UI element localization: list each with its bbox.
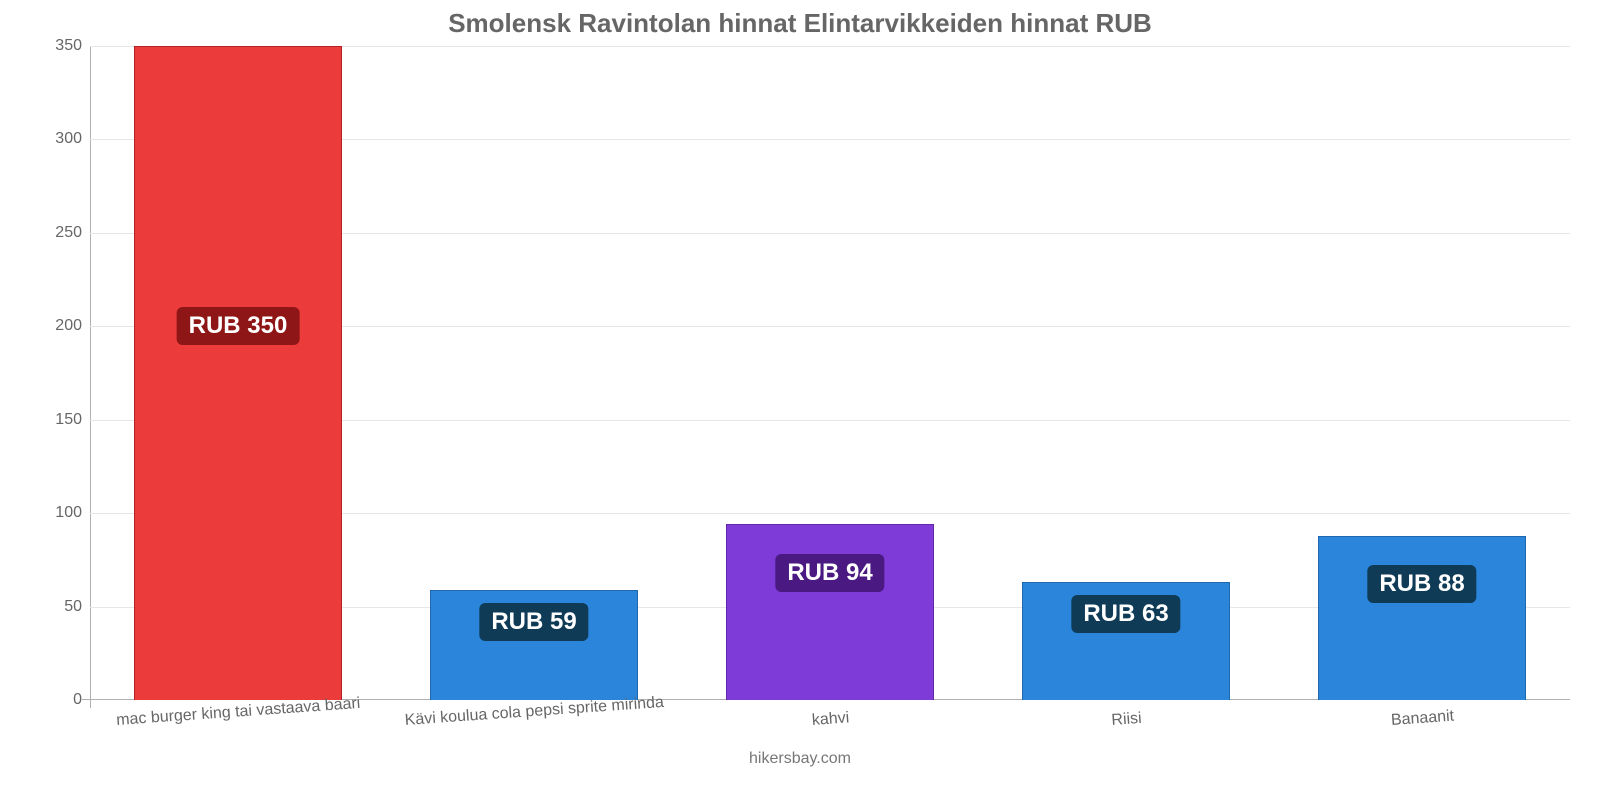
- credit-text: hikersbay.com: [0, 750, 1600, 768]
- chart-container: Smolensk Ravintolan hinnat Elintarvikkei…: [0, 0, 1600, 800]
- x-tick-label: kahvi: [811, 709, 850, 730]
- bar: [134, 46, 341, 700]
- bar: [1318, 536, 1525, 700]
- x-tick-label: Riisi: [1111, 710, 1142, 730]
- chart-title: Smolensk Ravintolan hinnat Elintarvikkei…: [0, 8, 1600, 39]
- y-tick-label: 300: [30, 130, 82, 148]
- y-tick-label: 250: [30, 224, 82, 242]
- y-axis-line: [90, 46, 91, 708]
- bar-value-label: RUB 88: [1367, 565, 1476, 603]
- plot-area: 050100150200250300350RUB 350mac burger k…: [90, 46, 1570, 700]
- x-tick-label: Banaanit: [1390, 708, 1454, 730]
- y-tick-label: 50: [30, 598, 82, 616]
- y-tick-label: 150: [30, 411, 82, 429]
- x-tick-label: mac burger king tai vastaava baari: [116, 695, 361, 730]
- bar-value-label: RUB 350: [177, 307, 300, 345]
- bar-value-label: RUB 59: [479, 603, 588, 641]
- bar-value-label: RUB 94: [775, 554, 884, 592]
- bar: [726, 524, 933, 700]
- bar-value-label: RUB 63: [1071, 595, 1180, 633]
- y-tick-label: 100: [30, 504, 82, 522]
- y-tick-label: 200: [30, 317, 82, 335]
- y-tick-label: 350: [30, 37, 82, 55]
- y-tick-label: 0: [30, 691, 82, 709]
